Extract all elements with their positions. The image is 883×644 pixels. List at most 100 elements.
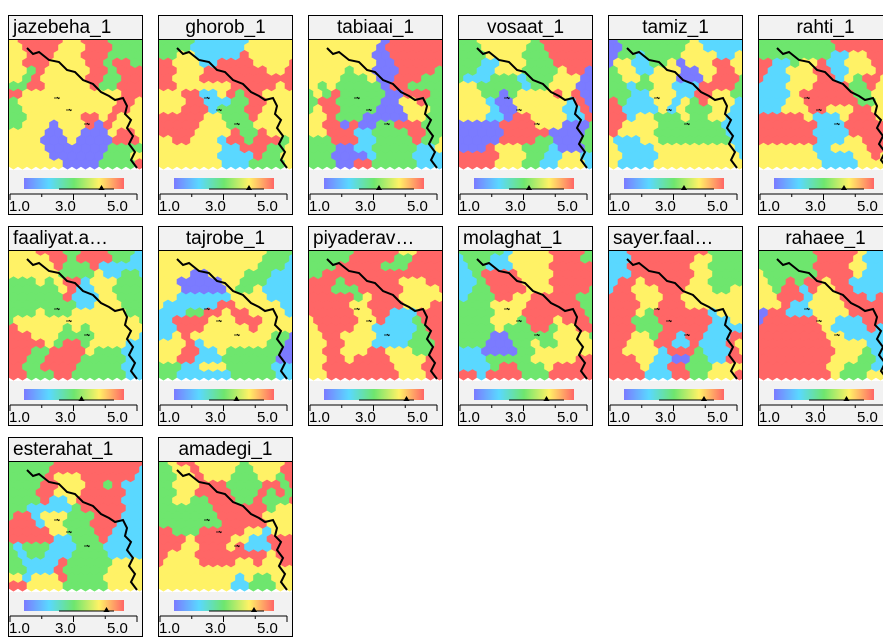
map-cell bbox=[289, 362, 292, 372]
border-line bbox=[26, 47, 138, 169]
map-cell bbox=[44, 580, 55, 592]
hexbin-map bbox=[159, 251, 292, 381]
city-marker bbox=[84, 544, 90, 548]
map-cell bbox=[739, 269, 742, 279]
map-cell bbox=[398, 158, 409, 170]
map-cell bbox=[185, 580, 196, 592]
color-scale-bar bbox=[24, 389, 124, 400]
city-marker bbox=[654, 307, 660, 311]
map-cell bbox=[689, 369, 700, 381]
map-cell bbox=[221, 369, 232, 381]
map-cell bbox=[739, 105, 742, 115]
map-cell bbox=[167, 158, 178, 170]
map-cell bbox=[266, 158, 277, 170]
map-cell bbox=[880, 285, 883, 295]
map-cell bbox=[89, 158, 100, 170]
map-cell bbox=[62, 369, 73, 381]
city-marker bbox=[534, 333, 540, 337]
map-cell bbox=[289, 89, 292, 99]
map-cell bbox=[821, 158, 832, 170]
map-cell bbox=[26, 369, 37, 381]
map-cell bbox=[107, 580, 118, 592]
mean-marker bbox=[543, 396, 550, 401]
scale-tick-label: 5.0 bbox=[107, 620, 128, 637]
map-cell bbox=[35, 158, 46, 170]
map-panel: piyaderav… 1.0 3.0 5.0 bbox=[308, 226, 443, 426]
map-cell bbox=[139, 43, 142, 53]
border-line bbox=[626, 47, 738, 169]
scale-tick-label: 3.0 bbox=[655, 198, 676, 215]
map-cell bbox=[759, 158, 769, 170]
legend-scale bbox=[459, 389, 588, 411]
map-cell bbox=[139, 496, 142, 506]
map-cell bbox=[289, 58, 292, 68]
scale-tick-label: 1.0 bbox=[9, 620, 30, 637]
map-cell bbox=[609, 369, 619, 381]
legend: 1.0 3.0 5.0 bbox=[9, 381, 142, 425]
panel-title: faaliyat.a… bbox=[9, 227, 142, 251]
map-panel: faaliyat.a… 1.0 3.0 5.0 bbox=[8, 226, 143, 426]
map-cell bbox=[362, 158, 373, 170]
map-cell bbox=[9, 580, 19, 592]
city-marker bbox=[234, 544, 240, 548]
map-cell bbox=[557, 369, 568, 381]
map-cell bbox=[739, 58, 742, 68]
map-cell bbox=[662, 369, 673, 381]
map-cell bbox=[439, 58, 442, 68]
scale-tick-label: 3.0 bbox=[505, 409, 526, 426]
city-marker bbox=[834, 122, 840, 126]
hexbin-map bbox=[9, 40, 142, 170]
map-cell bbox=[139, 120, 142, 130]
map-cell bbox=[739, 285, 742, 295]
map-cell bbox=[289, 331, 292, 341]
mean-marker bbox=[526, 185, 532, 190]
hexbin-map bbox=[609, 40, 742, 170]
map-cell bbox=[494, 369, 505, 381]
hexbin-map bbox=[9, 251, 142, 381]
panel-title: tamiz_1 bbox=[609, 16, 742, 40]
border-line bbox=[326, 258, 438, 380]
mean-marker bbox=[233, 396, 240, 401]
map-cell bbox=[194, 580, 205, 592]
legend: 1.0 3.0 5.0 bbox=[759, 381, 883, 425]
map-cell bbox=[880, 43, 883, 53]
map-cell bbox=[139, 465, 142, 475]
panel-title: amadegi_1 bbox=[159, 438, 292, 462]
map-cell bbox=[371, 158, 382, 170]
map-panel: molaghat_1 1.0 3.0 5.0 bbox=[458, 226, 593, 426]
map-cell bbox=[459, 158, 469, 170]
hexbin-map bbox=[609, 251, 742, 381]
map-cell bbox=[309, 369, 319, 381]
map-cell bbox=[266, 369, 277, 381]
map-cell bbox=[139, 347, 142, 356]
legend: 1.0 3.0 5.0 bbox=[609, 381, 742, 426]
map-cell bbox=[335, 369, 346, 381]
map-cell bbox=[98, 369, 109, 381]
map-cell bbox=[389, 158, 400, 170]
map-cell bbox=[739, 89, 742, 99]
map-cell bbox=[176, 369, 187, 381]
scale-tick-label: 1.0 bbox=[609, 409, 630, 426]
map-cell bbox=[848, 369, 859, 381]
map-cell bbox=[53, 369, 64, 381]
map-cell bbox=[459, 369, 469, 381]
map-panel: esterahat_1 1.0 3.0 5.0 bbox=[8, 437, 143, 637]
mean-marker bbox=[98, 185, 105, 190]
map-cell bbox=[776, 158, 787, 170]
border-line bbox=[776, 258, 883, 376]
scale-tick-label: 3.0 bbox=[205, 198, 226, 215]
map-cell bbox=[139, 136, 142, 145]
map-cell bbox=[407, 158, 418, 170]
map-cell bbox=[221, 580, 232, 592]
panel-title: ghorob_1 bbox=[159, 16, 292, 40]
scale-tick-label: 5.0 bbox=[257, 409, 278, 426]
map-cell bbox=[416, 369, 427, 381]
map-cell bbox=[680, 369, 691, 381]
legend-scale bbox=[159, 178, 288, 200]
map-panel: ghorob_1 1.0 3.0 5.0 bbox=[158, 15, 293, 215]
scale-tick-label: 1.0 bbox=[159, 409, 180, 426]
map-cell bbox=[880, 58, 883, 68]
map-cell bbox=[139, 300, 142, 310]
map-cell bbox=[671, 158, 682, 170]
map-cell bbox=[89, 580, 100, 592]
